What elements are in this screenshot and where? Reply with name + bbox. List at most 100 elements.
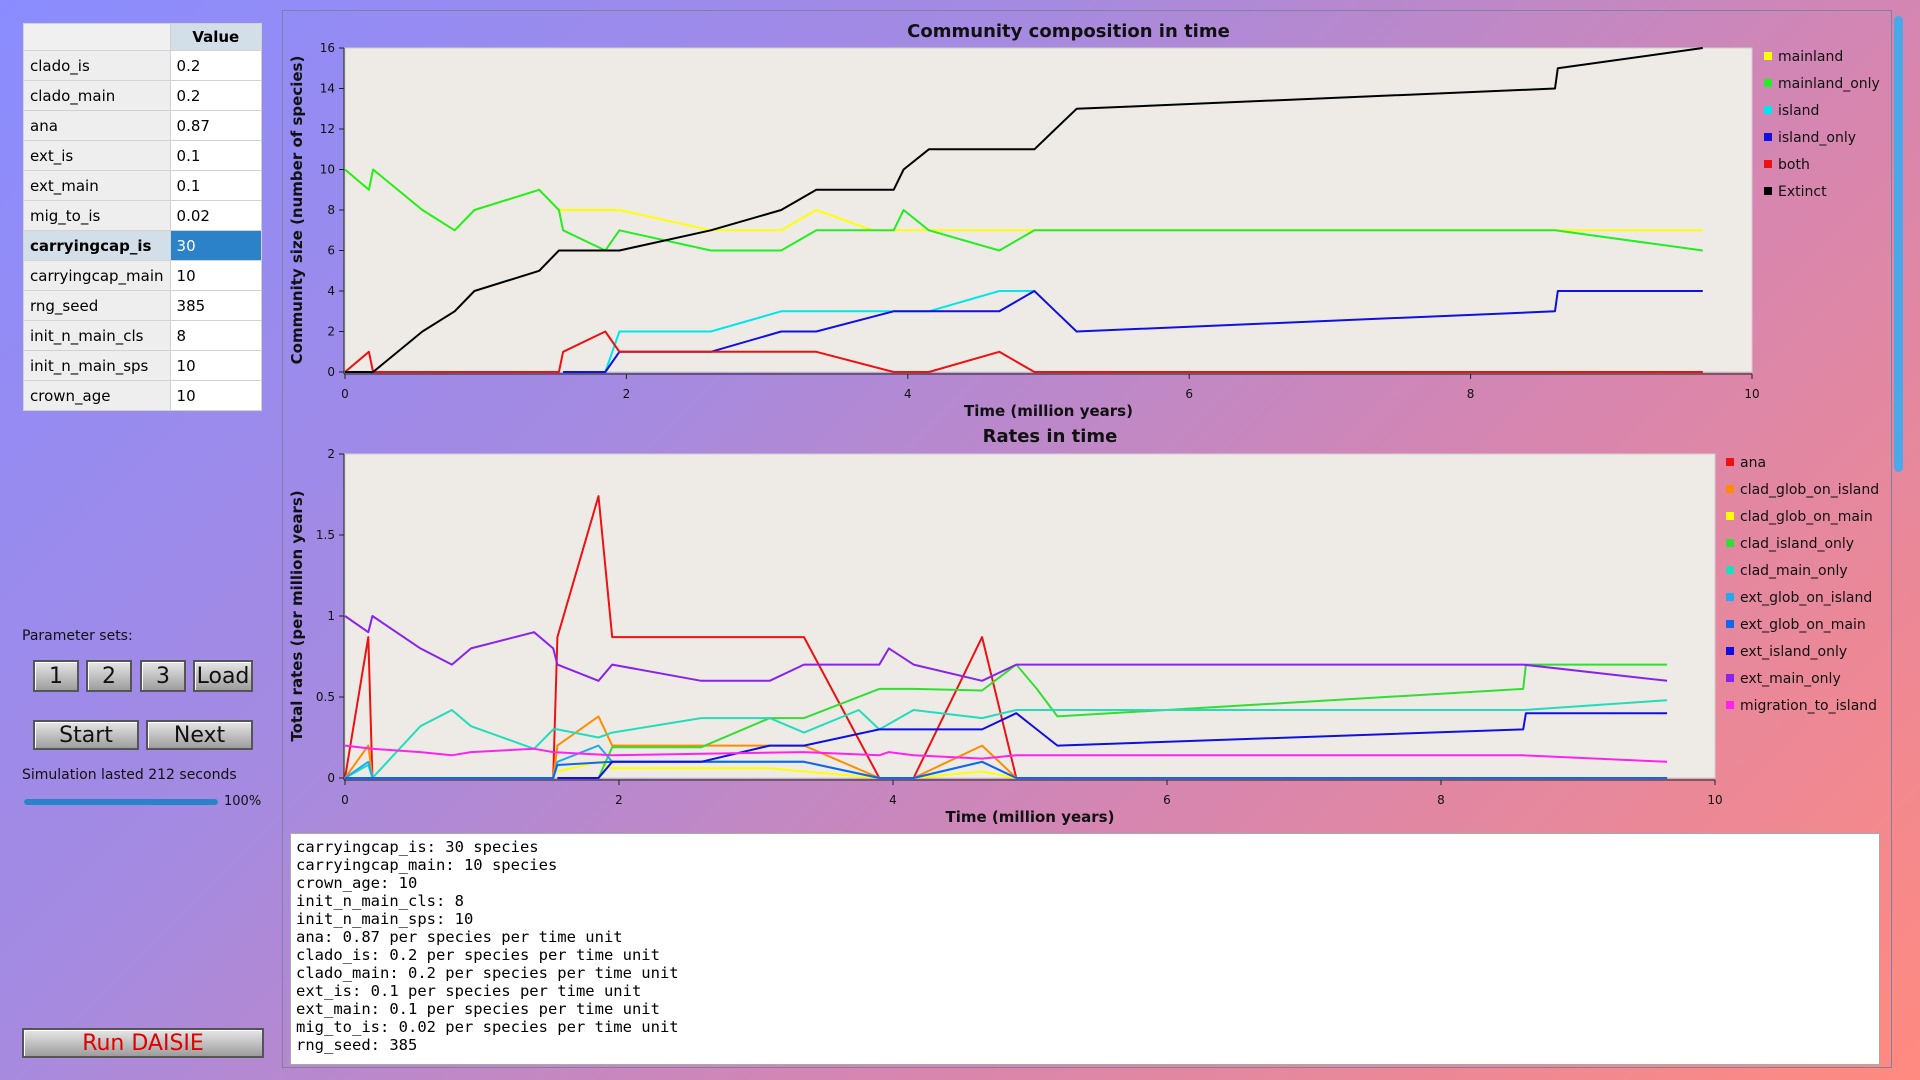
legend-swatch xyxy=(1764,187,1772,195)
log-line: mig_to_is: 0.02 per species per time uni… xyxy=(296,1018,679,1036)
parameter-name-cell[interactable]: init_n_main_cls xyxy=(23,320,171,351)
y-tick-label: 2 xyxy=(327,325,335,339)
parameter-value-cell[interactable]: 0.02 xyxy=(169,200,263,231)
series-line-clad-glob-on-main xyxy=(557,760,1017,779)
x-tick-label: 8 xyxy=(1437,793,1445,807)
parameter-set-1-button[interactable]: 1 xyxy=(33,660,79,692)
legend-entry: clad_island_only xyxy=(1740,536,1854,552)
y-tick-label: 2 xyxy=(327,447,335,461)
x-tick-label: 10 xyxy=(1707,793,1722,807)
parameter-sets-label: Parameter sets: xyxy=(22,628,133,644)
parameter-name-cell[interactable]: clado_main xyxy=(23,80,171,111)
log-line: ext_main: 0.1 per species per time unit xyxy=(296,1000,660,1018)
y-tick-label: 16 xyxy=(320,41,335,55)
progress-percent-text: 100% xyxy=(224,794,262,809)
community-composition-chart: Community composition in time Time (milli… xyxy=(288,21,1880,420)
log-line: carryingcap_main: 10 species xyxy=(296,856,558,874)
parameter-name-cell[interactable]: ana xyxy=(23,110,171,141)
x-axis-label: Time (million years) xyxy=(946,808,1115,826)
progress-bar-fill xyxy=(24,799,218,805)
log-line: clado_main: 0.2 per species per time uni… xyxy=(296,964,679,982)
parameter-name-cell[interactable]: init_n_main_sps xyxy=(23,350,171,381)
table-row[interactable]: crown_age 10 xyxy=(23,380,263,411)
legend-swatch xyxy=(1764,160,1772,168)
legend-entry: ext_main_only xyxy=(1740,671,1841,687)
y-tick-label: 0.5 xyxy=(316,690,335,704)
parameter-value-cell[interactable]: 10 xyxy=(169,380,263,411)
y-axis-label: Total rates (per million years) xyxy=(288,490,306,741)
legend-swatch xyxy=(1726,620,1734,628)
legend-swatch xyxy=(1726,701,1734,709)
scrollbar-thumb[interactable] xyxy=(1894,16,1903,472)
run-daisie-button[interactable]: Run DAISIE xyxy=(22,1028,264,1058)
legend-swatch xyxy=(1764,52,1772,60)
parameter-name-cell[interactable]: ext_main xyxy=(23,170,171,201)
series-line-ana xyxy=(344,495,1018,779)
parameter-set-3-button[interactable]: 3 xyxy=(140,660,186,692)
legend-swatch xyxy=(1726,539,1734,547)
legend-entry: island xyxy=(1778,103,1819,119)
parameter-name-cell[interactable]: rng_seed xyxy=(23,290,171,321)
log-line: init_n_main_cls: 8 xyxy=(296,892,464,910)
table-row[interactable]: mig_to_is 0.02 xyxy=(23,200,263,231)
parameter-value-cell[interactable]: 0.2 xyxy=(169,80,263,111)
table-row[interactable]: init_n_main_cls 8 xyxy=(23,320,263,351)
vertical-scrollbar[interactable] xyxy=(1894,12,1903,1062)
series-line-clad-main-only xyxy=(344,699,1668,779)
legend-swatch xyxy=(1726,566,1734,574)
series-line-mainland-only xyxy=(344,168,1703,252)
legend-entry: ext_glob_on_island xyxy=(1740,590,1872,606)
chart-title: Rates in time xyxy=(983,426,1118,447)
legend-swatch xyxy=(1726,674,1734,682)
log-line: crown_age: 10 xyxy=(296,874,418,892)
parameter-log-output[interactable]: carryingcap_is: 30 species carryingcap_ma… xyxy=(290,833,1880,1065)
parameter-name-cell[interactable]: crown_age xyxy=(23,380,171,411)
y-tick-label: 0 xyxy=(327,771,335,785)
parameter-value-cell[interactable]: 0.1 xyxy=(169,140,263,171)
table-row[interactable]: ext_main 0.1 xyxy=(23,170,263,201)
plot-area xyxy=(344,47,1753,373)
series-line-ext-main-only xyxy=(344,615,1668,682)
legend-entry: ana xyxy=(1740,455,1766,471)
legend-entry: migration_to_island xyxy=(1740,698,1877,714)
table-row[interactable]: ana 0.87 xyxy=(23,110,263,141)
x-tick-label: 4 xyxy=(889,793,897,807)
y-tick-label: 4 xyxy=(327,284,335,298)
table-row[interactable]: ext_is 0.1 xyxy=(23,140,263,171)
parameter-set-2-button[interactable]: 2 xyxy=(86,660,132,692)
legend-swatch xyxy=(1726,593,1734,601)
legend-entry: both xyxy=(1778,157,1810,173)
parameter-table[interactable]: Value clado_is 0.2 clado_main 0.2 ana 0.87 ext… xyxy=(23,23,263,411)
chart-title: Community composition in time xyxy=(907,21,1230,42)
x-tick-label: 6 xyxy=(1185,387,1193,401)
x-tick-label: 2 xyxy=(623,387,631,401)
series-line-extinct xyxy=(345,47,1703,373)
y-tick-label: 12 xyxy=(320,122,335,136)
table-row[interactable]: rng_seed 385 xyxy=(23,290,263,321)
start-button[interactable]: Start xyxy=(33,720,139,750)
series-line-island xyxy=(563,290,1035,373)
x-tick-label: 0 xyxy=(341,793,349,807)
x-tick-label: 6 xyxy=(1163,793,1171,807)
y-tick-label: 1 xyxy=(327,609,335,623)
load-button[interactable]: Load xyxy=(193,660,253,692)
x-tick-label: 10 xyxy=(1744,387,1759,401)
legend-entry: mainland_only xyxy=(1778,76,1880,92)
series-line-both xyxy=(344,330,1703,373)
log-line: clado_is: 0.2 per species per time unit xyxy=(296,946,660,964)
y-axis-label: Community size (number of species) xyxy=(288,56,306,365)
parameter-value-cell[interactable]: 385 xyxy=(169,290,263,321)
main-panel xyxy=(282,10,1892,1068)
table-row[interactable]: clado_main 0.2 xyxy=(23,80,263,111)
parameter-name-cell[interactable]: ext_is xyxy=(23,140,171,171)
parameter-name-cell[interactable]: mig_to_is xyxy=(23,200,171,231)
series-line-migration-to-island xyxy=(344,744,1668,763)
legend-entry: island_only xyxy=(1778,130,1856,146)
parameter-name-cell[interactable]: carryingcap_is xyxy=(23,230,171,261)
x-axis-label: Time (million years) xyxy=(964,402,1133,420)
simulation-status-text: Simulation lasted 212 seconds xyxy=(22,767,237,783)
x-tick-label: 2 xyxy=(615,793,623,807)
legend-swatch xyxy=(1764,133,1772,141)
log-line: init_n_main_sps: 10 xyxy=(296,910,474,928)
next-button[interactable]: Next xyxy=(146,720,253,750)
